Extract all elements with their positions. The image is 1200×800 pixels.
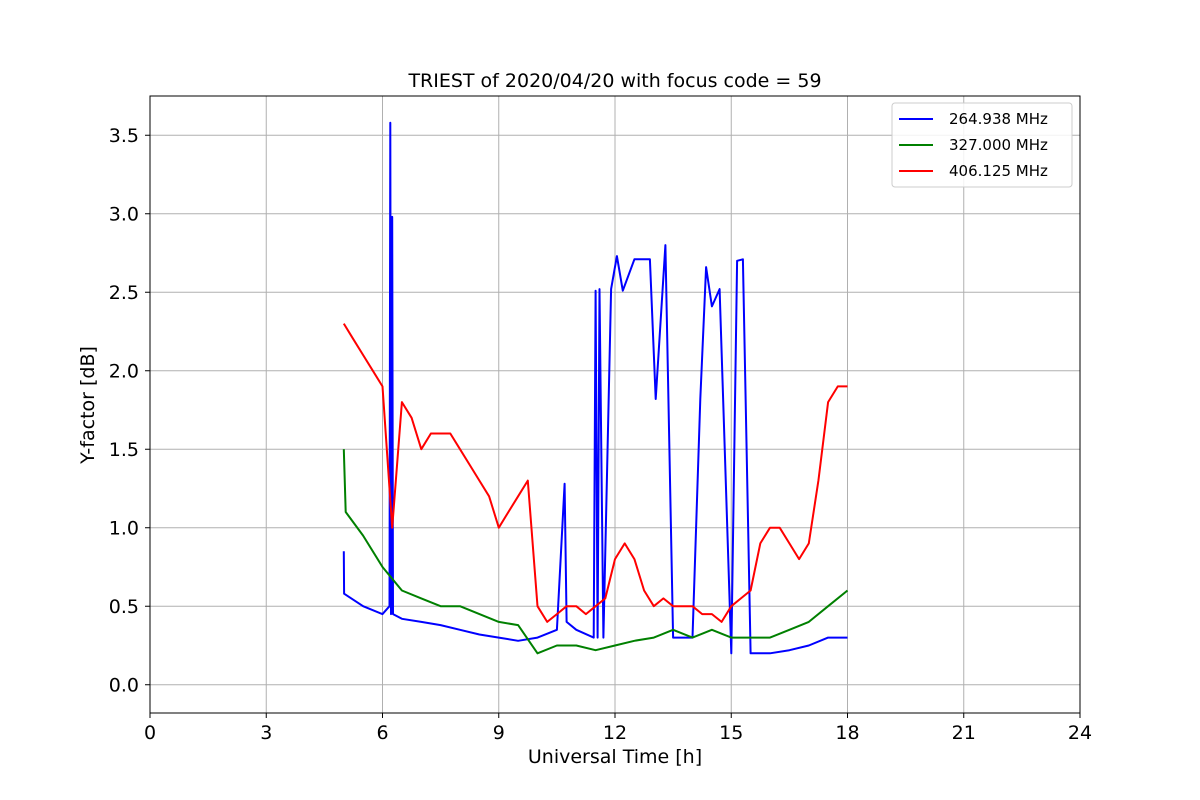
legend: 264.938 MHz 327.000 MHz 406.125 MHz (891, 102, 1073, 188)
y-tick-label: 3.0 (109, 204, 139, 226)
x-tick-label: 6 (376, 722, 388, 744)
ticks: 0 3 6 9 12 15 18 21 24 0.0 0.5 1.0 1.5 2.0 2.5 3.0 3.5 (109, 125, 1092, 744)
y-tick-label: 1.0 (109, 518, 139, 540)
x-tick-label: 18 (835, 722, 859, 744)
x-tick-label: 0 (144, 722, 156, 744)
series-line-1 (342, 121, 848, 655)
x-axis-label: Universal Time [h] (528, 746, 702, 768)
y-tick-label: 0.5 (109, 596, 139, 618)
series-line-2 (342, 449, 849, 655)
x-tick-label: 24 (1068, 722, 1092, 744)
y-axis-label: Y-factor [dB] (77, 346, 99, 465)
y-tick-label: 3.5 (109, 125, 139, 147)
chart-title: TRIEST of 2020/04/20 with focus code = 5… (407, 70, 821, 92)
x-tick-label: 21 (952, 722, 976, 744)
y-tick-label: 2.5 (109, 282, 139, 304)
y-tick-label: 1.5 (109, 439, 139, 461)
x-tick-label: 9 (493, 722, 505, 744)
legend-box (891, 102, 1073, 188)
y-tick-label: 2.0 (109, 361, 139, 383)
legend-label: 327.000 MHz (949, 136, 1048, 154)
series-layer (342, 121, 849, 655)
x-tick-label: 12 (603, 722, 627, 744)
legend-label: 406.125 MHz (949, 162, 1048, 180)
x-tick-label: 3 (260, 722, 272, 744)
legend-label: 264.938 MHz (949, 110, 1048, 128)
y-tick-label: 0.0 (109, 675, 139, 697)
series-line-3 (342, 323, 848, 623)
x-tick-label: 15 (719, 722, 743, 744)
